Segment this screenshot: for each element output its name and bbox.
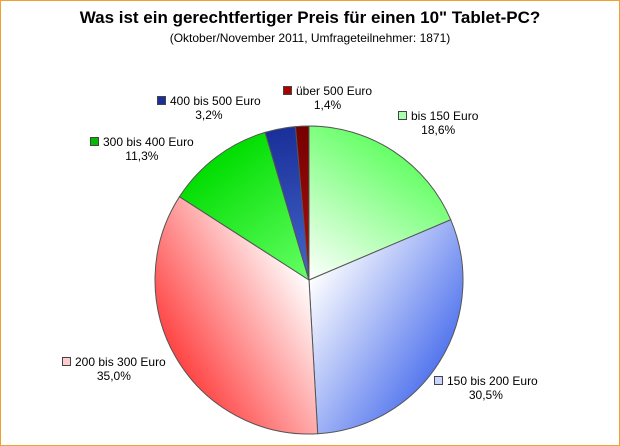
pie-slice-200-bis-300-euro bbox=[154, 195, 319, 435]
chart-title: Was ist ein gerechtfertiger Preis für ei… bbox=[79, 8, 541, 27]
label-150-200: 150 bis 200 Euro 30,5% bbox=[434, 374, 538, 402]
legend-swatch bbox=[90, 137, 99, 146]
label-ueber-500: über 500 Euro 1,4% bbox=[283, 84, 372, 112]
pie-slice-bis-150-euro bbox=[308, 125, 452, 281]
pie-slice--ber-500-euro bbox=[294, 125, 310, 281]
legend-swatch bbox=[434, 376, 443, 385]
label-bis-150: bis 150 Euro 18,6% bbox=[398, 109, 478, 137]
legend-swatch bbox=[157, 96, 166, 105]
legend-swatch bbox=[283, 86, 292, 95]
label-400-500: 400 bis 500 Euro 3,2% bbox=[157, 94, 261, 122]
pie-slice-150-bis-200-euro bbox=[308, 219, 464, 435]
label-300-400: 300 bis 400 Euro 11,3% bbox=[90, 135, 194, 163]
legend-swatch bbox=[398, 111, 407, 120]
pie-slice-300-bis-400-euro bbox=[178, 131, 310, 282]
chart-subtitle: (Oktober/November 2011, Umfrageteilnehme… bbox=[169, 31, 451, 45]
legend-swatch bbox=[62, 357, 71, 366]
label-200-300: 200 bis 300 Euro 35,0% bbox=[62, 355, 166, 383]
